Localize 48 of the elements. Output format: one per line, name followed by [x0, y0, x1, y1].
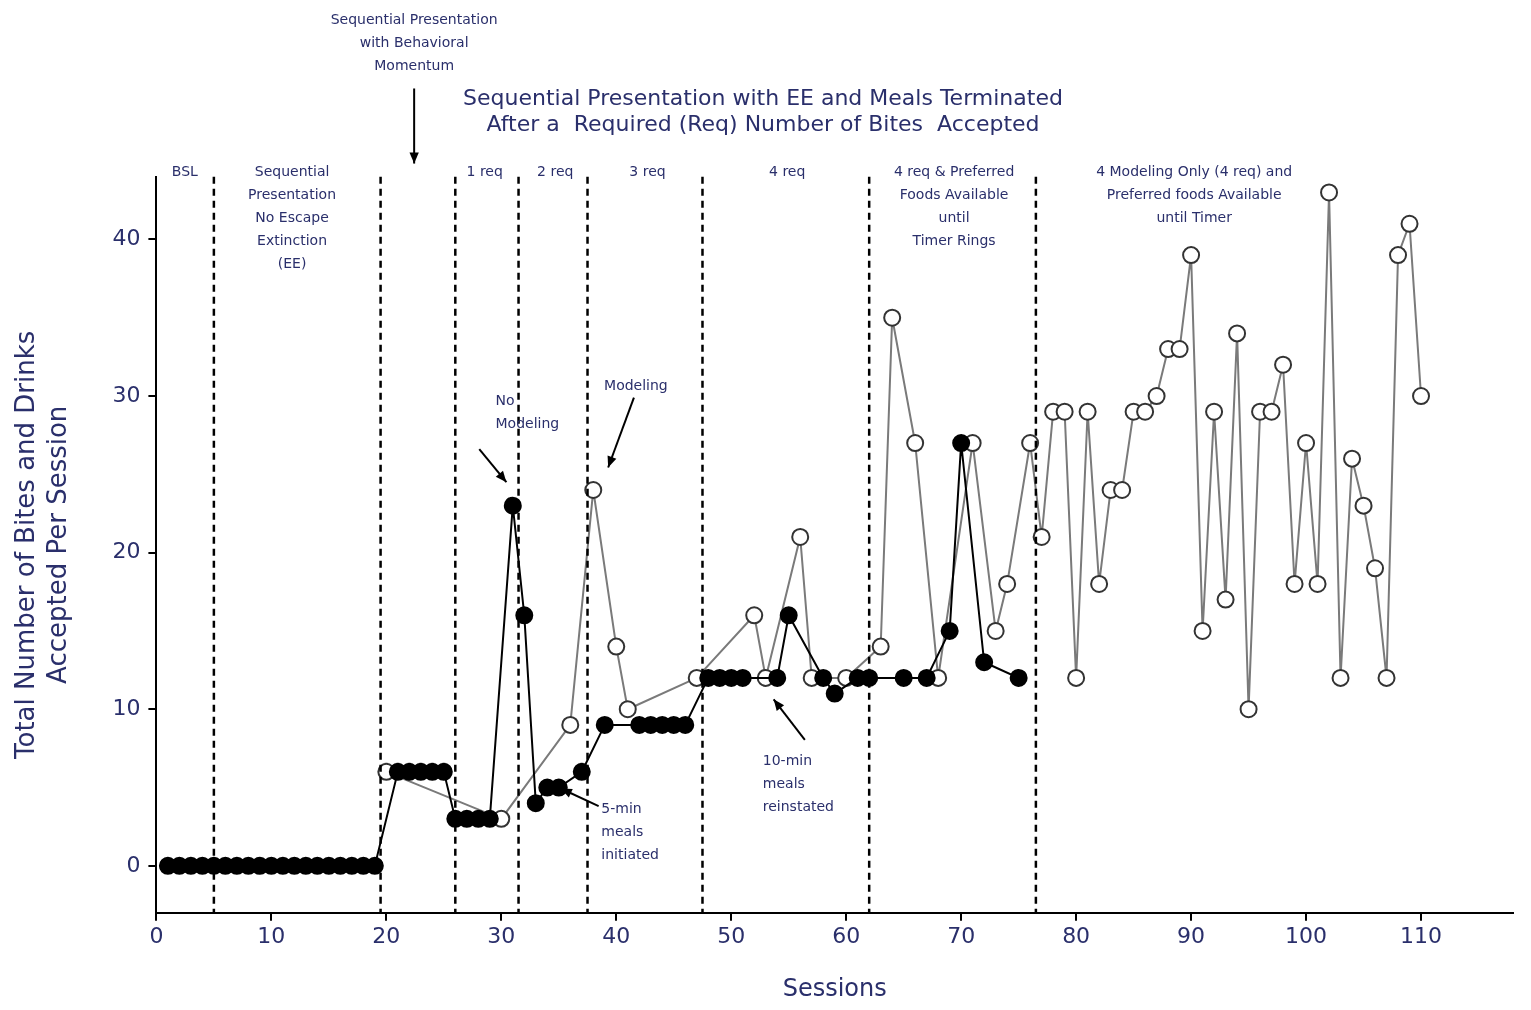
chart-title: Sequential Presentation with EE and Meals Terminated After a Required (Req) Number of Bites Accepted	[463, 84, 1063, 137]
annotation: 2 req	[537, 163, 574, 180]
x-tick-label: 80	[1062, 922, 1091, 948]
y-axis-title: Total Number of Bites and Drinks Accepted Per Session	[10, 330, 72, 760]
annotation: 4 req	[769, 163, 806, 180]
x-tick-label: 10	[257, 922, 286, 948]
x-tick-label: 70	[947, 922, 976, 948]
y-tick-label: 40	[112, 225, 141, 251]
annotation: Modeling	[604, 376, 668, 393]
annotation: Sequential Presentation No Escape Extinction (EE)	[248, 163, 337, 272]
annotation: 4 req & Preferred Foods Available until Timer Rings	[893, 163, 1015, 249]
text: Sequential Presentation with Behavioral Momentum	[330, 11, 498, 74]
point	[825, 684, 844, 703]
x-tick-label: 30	[487, 922, 516, 948]
y-tick-label: 10	[112, 694, 141, 720]
point	[515, 606, 534, 625]
x-axis-title: Sessions	[782, 973, 887, 1002]
point	[952, 434, 971, 453]
annotation: No Modeling	[495, 391, 560, 431]
annotation: 4 Modeling Only (4 req) and Preferred foods Available until Timer	[1096, 163, 1293, 226]
point	[814, 668, 833, 687]
annotation: BSL	[171, 163, 199, 180]
point	[1009, 668, 1028, 687]
point	[779, 606, 798, 625]
annotation: 1 req	[466, 163, 503, 180]
x-tick-label: 60	[832, 922, 861, 948]
point	[595, 715, 614, 734]
x-tick-label: 50	[717, 922, 746, 948]
point	[768, 668, 787, 687]
y-tick-label: 30	[112, 381, 141, 407]
point	[572, 762, 591, 781]
point	[975, 653, 994, 672]
y-tick-label: 20	[112, 538, 141, 564]
point	[917, 668, 936, 687]
point	[940, 621, 959, 640]
point	[503, 496, 522, 515]
point	[894, 668, 913, 687]
annotation: 10-min meals reinstated	[762, 752, 834, 815]
annotation: 5-min meals initiated	[601, 800, 659, 863]
x-tick-label: 40	[602, 922, 631, 948]
x-tick-label: 20	[372, 922, 401, 948]
x-tick-label: 110	[1400, 922, 1443, 948]
y-tick-label: 0	[126, 851, 141, 877]
point	[526, 794, 545, 813]
annotation: 3 req	[629, 163, 666, 180]
x-tick-label: 90	[1177, 922, 1206, 948]
x-tick-label: 100	[1285, 922, 1328, 948]
x-tick-label: 0	[149, 922, 164, 948]
